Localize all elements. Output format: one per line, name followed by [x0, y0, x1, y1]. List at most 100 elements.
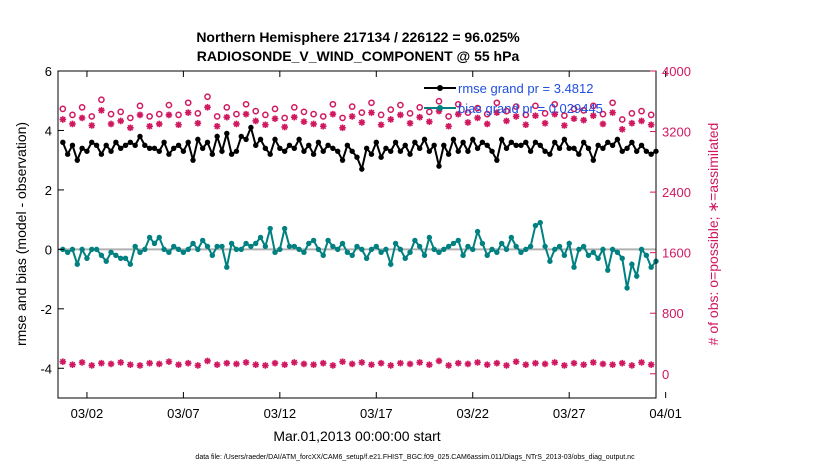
point-assimilated [580, 116, 587, 124]
y-axis-left-label: rmse and bias (model - observation) [13, 122, 29, 346]
point-assimilated [184, 109, 192, 116]
point-possible [570, 105, 578, 113]
point-rmse [595, 142, 601, 149]
point-rmse [576, 151, 582, 157]
point-assimilated [377, 121, 385, 129]
point-bias [426, 234, 433, 241]
point-possible [397, 101, 404, 109]
point-bias [489, 246, 495, 253]
point-low_obs [522, 361, 530, 368]
point-bias [195, 246, 201, 253]
point-bias [146, 234, 153, 241]
point-possible [271, 105, 279, 113]
point-possible [416, 103, 424, 111]
point-bias [643, 252, 650, 259]
point-low_obs [618, 359, 626, 367]
point-rmse [643, 148, 650, 154]
point-low_obs [387, 362, 395, 369]
point-assimilated [454, 110, 462, 118]
point-bias [600, 246, 606, 253]
point-rmse [498, 136, 505, 143]
point-low_obs [242, 359, 250, 366]
point-possible [503, 107, 510, 115]
point-bias [262, 243, 269, 250]
point-possible [155, 110, 163, 118]
point-bias [445, 243, 452, 250]
point-assimilated [310, 120, 317, 128]
point-bias [542, 243, 548, 250]
y-axis-right: 0 800 1600 2400 3200 4000 [650, 64, 691, 382]
point-bias [552, 246, 558, 253]
point-possible [454, 100, 462, 108]
point-possible [88, 113, 96, 120]
point-assimilated [242, 110, 250, 118]
point-bias [113, 252, 119, 259]
point-possible [348, 103, 356, 110]
point-rmse [171, 145, 177, 151]
point-rmse [108, 148, 114, 154]
point-bias [465, 243, 471, 250]
y-left-tick-label: 4 [45, 123, 52, 138]
point-assimilated [561, 122, 568, 129]
line-rmse [61, 124, 657, 173]
point-bias [156, 234, 162, 241]
point-bias [291, 243, 298, 250]
point-bias [344, 249, 351, 256]
point-rmse [378, 154, 384, 160]
point-rmse [204, 139, 211, 146]
point-bias [320, 252, 326, 259]
point-bias [513, 243, 519, 250]
point-assimilated [223, 113, 231, 121]
point-rmse [392, 139, 399, 146]
point-rmse [248, 124, 254, 131]
point-assimilated [319, 122, 327, 130]
point-possible [59, 105, 67, 113]
point-possible [300, 108, 308, 116]
point-low_obs [69, 361, 76, 368]
point-bias [421, 252, 428, 259]
point-rmse [441, 142, 447, 149]
point-bias [629, 261, 635, 267]
point-possible [406, 110, 414, 117]
point-bias [566, 240, 572, 247]
point-rmse [431, 142, 437, 149]
point-bias [89, 246, 95, 253]
point-low_obs [445, 362, 452, 369]
point-possible [184, 99, 192, 107]
point-rmse [296, 136, 302, 143]
point-bias [199, 237, 206, 244]
point-rmse [590, 157, 597, 163]
point-bias [518, 249, 524, 256]
point-bias [233, 246, 240, 253]
point-rmse [146, 145, 153, 151]
point-rmse [291, 145, 298, 151]
point-assimilated [358, 119, 366, 126]
x-tick-label: 03/17 [360, 406, 393, 421]
point-low_obs [155, 360, 163, 368]
y-left-tick-label: 0 [45, 242, 52, 257]
point-possible [252, 107, 260, 115]
point-possible [194, 110, 202, 117]
point-bias [388, 261, 394, 267]
point-bias [431, 246, 437, 253]
point-possible [445, 113, 452, 120]
point-low_obs [426, 361, 433, 368]
point-bias [576, 246, 582, 253]
point-bias [132, 243, 138, 250]
point-rmse [465, 148, 471, 154]
point-rmse [320, 148, 326, 154]
point-assimilated [609, 109, 616, 116]
point-rmse [552, 139, 558, 146]
point-assimilated [532, 112, 539, 119]
point-bias [585, 252, 592, 259]
point-assimilated [155, 120, 163, 128]
point-bias [108, 249, 114, 256]
point-assimilated [281, 123, 288, 131]
point-possible [69, 111, 76, 119]
point-bias [315, 246, 322, 253]
point-rmse [532, 139, 539, 146]
point-rmse [363, 145, 370, 151]
point-bias [161, 246, 167, 253]
point-rmse [219, 148, 225, 154]
point-bias [257, 234, 264, 241]
